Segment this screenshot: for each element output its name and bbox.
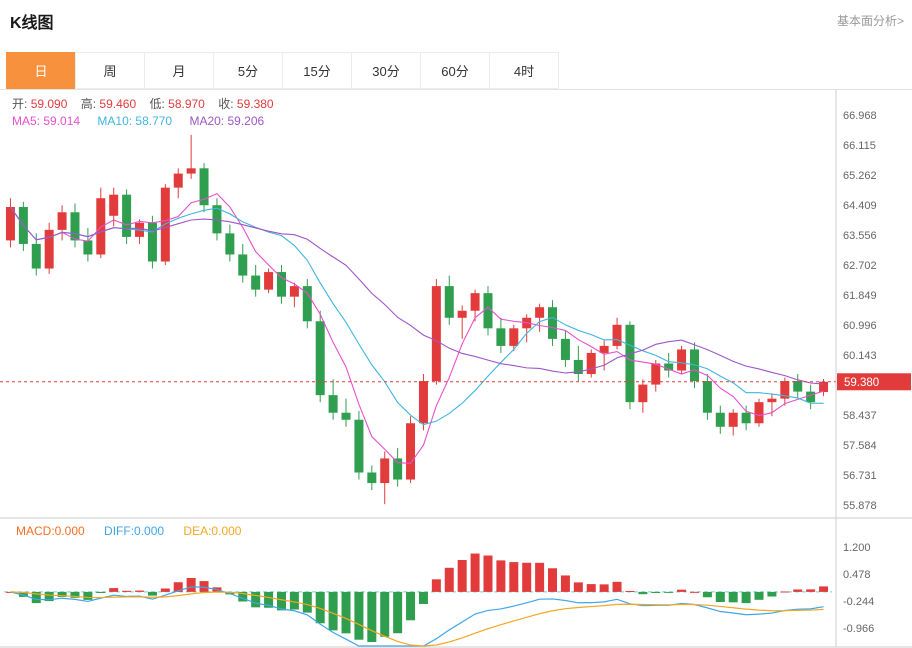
- svg-text:65.262: 65.262: [843, 170, 877, 182]
- svg-text:62.702: 62.702: [843, 260, 877, 272]
- tab-60min[interactable]: 60分: [420, 52, 490, 89]
- macd-histogram: [5, 553, 829, 643]
- candlestick-chart[interactable]: 66.968 66.115 65.262 64.409 63.556 62.702 61.8…: [0, 90, 912, 648]
- macd-value-legend: MACD:0.000: [16, 524, 85, 538]
- svg-text:64.409: 64.409: [843, 200, 877, 212]
- price-axis-labels: 66.968 66.115 65.262 64.409 63.556 62.702 61.8…: [843, 110, 877, 512]
- close-value: 59.380: [236, 97, 274, 111]
- ma20-line: [10, 206, 824, 385]
- close-label: 收:: [218, 97, 234, 111]
- tab-30min[interactable]: 30分: [351, 52, 421, 89]
- svg-text:59.380: 59.380: [844, 377, 879, 389]
- diff-value-legend: DIFF:0.000: [104, 524, 165, 538]
- svg-text:66.115: 66.115: [843, 140, 876, 152]
- svg-text:-0.244: -0.244: [843, 596, 874, 608]
- ma5-line: [10, 192, 824, 464]
- open-value: 59.090: [30, 97, 68, 111]
- diff-line: [10, 586, 824, 647]
- period-tabbar: 日 周 月 5分 15分 30分 60分 4时: [0, 52, 912, 90]
- svg-text:57.584: 57.584: [843, 440, 877, 452]
- current-price-badge: 59.380: [837, 373, 911, 391]
- svg-text:60.996: 60.996: [843, 320, 877, 332]
- dea-value-legend: DEA:0.000: [183, 524, 242, 538]
- page-title: K线图: [10, 15, 54, 32]
- high-label: 高:: [80, 97, 97, 111]
- tab-day[interactable]: 日: [6, 52, 76, 89]
- dea-line: [10, 591, 824, 647]
- ma10-legend: MA10: 58.770: [97, 114, 173, 128]
- tab-month[interactable]: 月: [144, 52, 214, 89]
- low-label: 低:: [149, 97, 165, 111]
- open-label: 开:: [12, 97, 28, 111]
- svg-text:56.731: 56.731: [843, 470, 877, 482]
- svg-text:66.968: 66.968: [843, 110, 877, 122]
- svg-text:1.200: 1.200: [843, 542, 871, 554]
- ma20-legend: MA20: 59.206: [189, 114, 265, 128]
- tab-5min[interactable]: 5分: [213, 52, 283, 89]
- candles-layer: [5, 134, 829, 505]
- high-value: 59.460: [99, 97, 137, 111]
- low-value: 58.970: [168, 97, 205, 111]
- tab-week[interactable]: 周: [75, 52, 145, 89]
- svg-text:60.143: 60.143: [843, 350, 877, 362]
- svg-text:-0.966: -0.966: [843, 623, 874, 635]
- tab-15min[interactable]: 15分: [282, 52, 352, 89]
- ma10-line: [10, 206, 824, 426]
- svg-text:61.849: 61.849: [843, 290, 877, 302]
- svg-text:55.878: 55.878: [843, 500, 877, 512]
- svg-text:58.437: 58.437: [843, 410, 877, 422]
- fundamental-analysis-link[interactable]: 基本面分析>: [836, 14, 904, 28]
- svg-text:0.478: 0.478: [843, 569, 871, 581]
- macd-legend: MACD:0.000 DIFF:0.000 DEA:0.000: [16, 524, 241, 538]
- ma5-legend: MA5: 59.014: [12, 114, 81, 128]
- ma-legend: MA5: 59.014 MA10: 58.770 MA20: 59.206: [12, 114, 264, 128]
- tab-4hour[interactable]: 4时: [489, 52, 559, 89]
- ohlc-legend: 开: 59.090 高: 59.460 低: 58.970 收: 59.380: [12, 95, 284, 112]
- macd-axis-labels: 1.200 0.478 -0.244 -0.966: [843, 542, 874, 635]
- svg-text:63.556: 63.556: [843, 230, 877, 242]
